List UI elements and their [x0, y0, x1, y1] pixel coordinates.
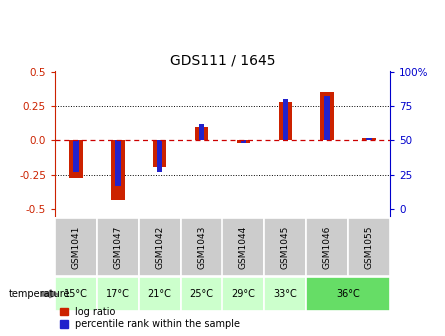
Bar	[181, 277, 222, 311]
Text: 15°C: 15°C	[64, 289, 88, 299]
Bar	[111, 140, 125, 200]
Text: 25°C: 25°C	[190, 289, 214, 299]
Bar	[306, 218, 348, 276]
Text: GSM1055: GSM1055	[364, 225, 373, 269]
Text: GSM1043: GSM1043	[197, 225, 206, 269]
Bar	[222, 218, 264, 276]
Bar	[324, 96, 330, 140]
Bar	[115, 140, 121, 186]
Text: 17°C: 17°C	[106, 289, 130, 299]
Legend: log ratio, percentile rank within the sample: log ratio, percentile rank within the sa…	[60, 307, 240, 330]
Text: GSM1041: GSM1041	[72, 225, 81, 269]
Text: 33°C: 33°C	[273, 289, 297, 299]
Bar	[362, 138, 376, 140]
Text: 21°C: 21°C	[148, 289, 172, 299]
Bar	[181, 218, 222, 276]
Bar	[55, 218, 97, 276]
Bar	[283, 99, 288, 140]
Bar	[157, 140, 162, 172]
Bar	[279, 102, 292, 140]
Bar	[306, 277, 390, 311]
Bar	[264, 218, 306, 276]
Bar	[97, 218, 139, 276]
Text: temperature: temperature	[9, 289, 70, 299]
Bar	[73, 140, 79, 172]
Bar	[199, 124, 204, 140]
Bar	[366, 138, 372, 140]
Bar	[97, 277, 139, 311]
Bar	[237, 140, 250, 143]
Bar	[241, 140, 246, 143]
Text: GSM1045: GSM1045	[281, 225, 290, 269]
Text: 36°C: 36°C	[336, 289, 360, 299]
Bar	[153, 140, 166, 167]
Text: GSM1047: GSM1047	[113, 225, 122, 269]
Bar	[139, 218, 181, 276]
Bar	[195, 127, 208, 140]
Bar	[69, 140, 83, 177]
Text: GSM1044: GSM1044	[239, 225, 248, 268]
Text: 29°C: 29°C	[231, 289, 255, 299]
Bar	[222, 277, 264, 311]
Bar	[320, 92, 334, 140]
Text: GSM1042: GSM1042	[155, 225, 164, 268]
Text: GSM1046: GSM1046	[323, 225, 332, 269]
Title: GDS111 / 1645: GDS111 / 1645	[170, 53, 275, 67]
Bar	[55, 277, 97, 311]
Bar	[264, 277, 306, 311]
Bar	[348, 218, 390, 276]
Bar	[139, 277, 181, 311]
